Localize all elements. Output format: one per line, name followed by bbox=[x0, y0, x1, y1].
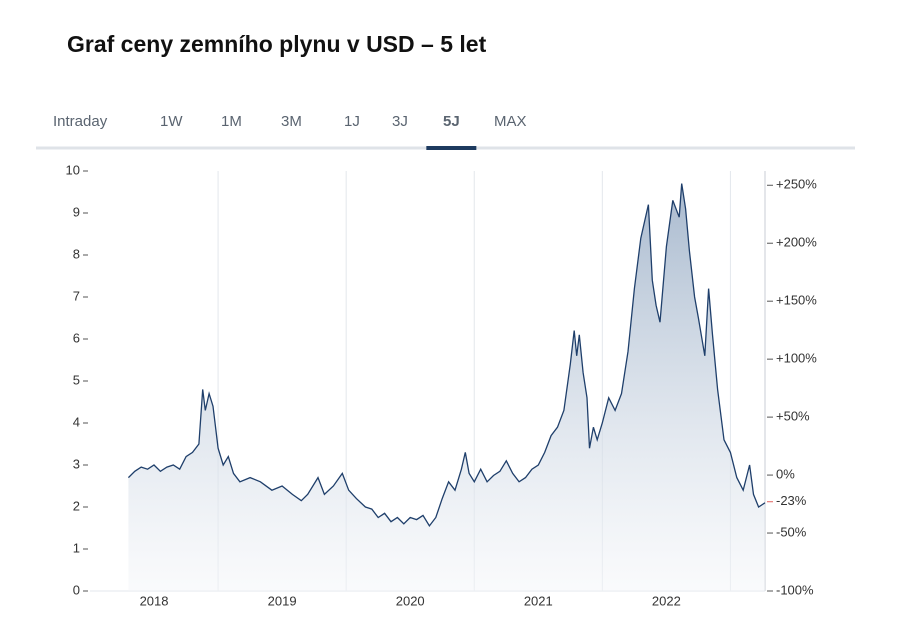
plot-area: 2018 2019 2020 2021 2022 0 1 2 3 4 5 6 7 8 9 10 -100% -50… bbox=[66, 162, 818, 608]
y-tick-label: 6 bbox=[73, 330, 80, 345]
y2-tick-label: +250% bbox=[776, 177, 817, 192]
tab[interactable]: 1J bbox=[344, 113, 360, 130]
tab[interactable]: MAX bbox=[494, 113, 527, 130]
y-tick-label: 4 bbox=[73, 414, 80, 429]
y2-tick-label: 0% bbox=[776, 467, 795, 482]
y-tick-label: 8 bbox=[73, 246, 80, 261]
x-tick-label: 2020 bbox=[396, 593, 425, 608]
tab[interactable]: 3M bbox=[281, 113, 302, 130]
area-fill bbox=[128, 183, 765, 591]
price-line bbox=[127, 183, 766, 528]
x-tick-label: 2019 bbox=[268, 593, 297, 608]
y-tick-label: 5 bbox=[73, 372, 80, 387]
y-tick-label: 0 bbox=[73, 582, 80, 597]
x-tick-label: 2022 bbox=[652, 593, 681, 608]
y-tick-label: 2 bbox=[73, 498, 80, 513]
y2-tick-label: +50% bbox=[776, 409, 810, 424]
x-tick-label: 2018 bbox=[140, 593, 169, 608]
y2-tick-label: -50% bbox=[776, 524, 807, 539]
current-change-label: -23% bbox=[776, 493, 807, 508]
y-tick-label: 3 bbox=[73, 456, 80, 471]
tab[interactable]: Intraday bbox=[53, 113, 108, 130]
tab-bar: Intraday 1W 1M 3M 1J 3J 5J MAX bbox=[53, 113, 527, 150]
y-tick-label: 1 bbox=[73, 540, 80, 555]
y2-tick-label: +200% bbox=[776, 235, 817, 250]
tab[interactable]: 1W bbox=[160, 113, 183, 130]
y2-tick-label: -100% bbox=[776, 582, 814, 597]
y2-tick-label: +150% bbox=[776, 293, 817, 308]
active-tab-indicator bbox=[426, 146, 477, 150]
y-tick-label: 7 bbox=[73, 288, 80, 303]
tab[interactable]: 1M bbox=[221, 113, 242, 130]
y-tick-label: 10 bbox=[66, 162, 80, 177]
tab[interactable]: 5J bbox=[443, 113, 460, 130]
chart-title: Graf ceny zemního plynu v USD – 5 let bbox=[67, 31, 487, 57]
y2-tick-label: +100% bbox=[776, 351, 817, 366]
y-tick-label: 9 bbox=[73, 204, 80, 219]
tab[interactable]: 3J bbox=[392, 113, 408, 130]
x-tick-label: 2021 bbox=[524, 593, 553, 608]
